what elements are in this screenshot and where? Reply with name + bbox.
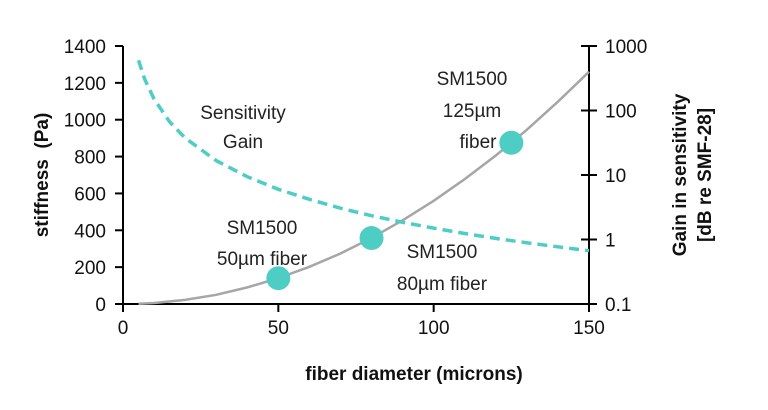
- annotation-80-line1: SM1500: [407, 242, 478, 263]
- y2-tick-label: 1: [605, 231, 616, 252]
- annotation-125-line2: 125µm: [443, 101, 501, 122]
- x-axis-label: fiber diameter (microns): [305, 364, 523, 385]
- y-tick-label: 200: [74, 258, 106, 279]
- y2-axis-label-line1: Gain in sensitivity: [670, 93, 691, 256]
- x-tick-label: 150: [573, 318, 605, 339]
- annotation-gain-line1: Sensitivity: [200, 103, 286, 124]
- y-axis-label: stiffness (Pa): [32, 113, 53, 238]
- fiber-marker: [266, 266, 291, 291]
- annotation-80-line2: 80µm fiber: [397, 274, 488, 295]
- fiber-marker: [499, 130, 524, 155]
- annotation-125-line3: fiber: [460, 132, 498, 153]
- sensitivity-gain-line: [136, 59, 590, 253]
- y-tick-label: 1400: [64, 37, 106, 58]
- y-tick-label: 1200: [64, 74, 106, 95]
- y2-tick-label: 0.1: [605, 295, 631, 316]
- y-tick-label: 400: [74, 221, 106, 242]
- annotation-125-line1: SM1500: [437, 69, 508, 90]
- annotation-50-line2: 50µm fiber: [217, 249, 308, 270]
- y2-tick-label: 10: [605, 166, 626, 187]
- annotation-50-line1: SM1500: [227, 218, 298, 239]
- x-tick-label: 100: [418, 318, 450, 339]
- y-tick-label: 1000: [64, 111, 106, 132]
- x-tick-label: 50: [268, 318, 289, 339]
- x-tick-label: 0: [118, 318, 129, 339]
- y2-tick-label: 1000: [605, 37, 647, 58]
- fiber-marker: [359, 226, 384, 251]
- series-layer: [136, 59, 590, 305]
- y-tick-label: 800: [74, 148, 106, 169]
- y-tick-label: 600: [74, 184, 106, 205]
- y2-axis-label-line2: [dB re SMF-28]: [695, 108, 716, 242]
- markers-layer: [266, 130, 524, 291]
- y-tick-label: 0: [95, 295, 106, 316]
- y2-tick-label: 100: [605, 102, 637, 123]
- annotation-gain-line2: Gain: [223, 132, 263, 153]
- axes: 0 50 100 150 0 200 400 600 800 1000 1200 1400 0.1 1 10…: [64, 37, 648, 339]
